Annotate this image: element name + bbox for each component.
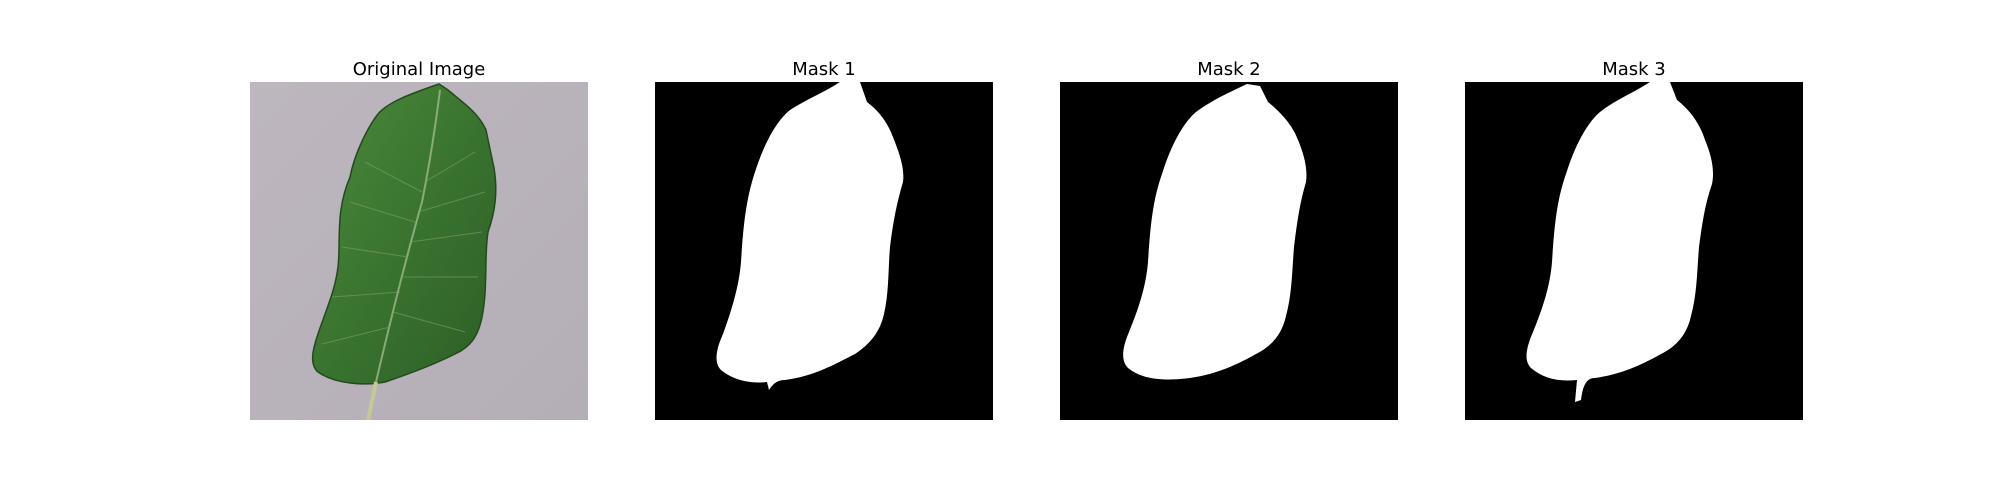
mask-leaf-region <box>1526 82 1714 402</box>
leaf-shape <box>311 83 497 385</box>
leaf-veins <box>321 151 486 345</box>
panel-title: Mask 2 <box>1197 59 1261 80</box>
panel-title: Mask 1 <box>792 59 856 80</box>
original-leaf-photo <box>250 82 588 420</box>
panel-mask-3: Mask 3 <box>1465 52 1803 420</box>
panel-mask-2: Mask 2 <box>1060 52 1398 420</box>
mask-leaf-region <box>1123 84 1307 380</box>
panel-mask-1: Mask 1 <box>655 52 993 420</box>
mask-3-image <box>1465 82 1803 420</box>
mask-1-image <box>655 82 993 420</box>
panel-title: Mask 3 <box>1602 59 1666 80</box>
leaf-midrib <box>375 89 441 383</box>
panel-original-image: Original Image <box>250 52 588 420</box>
leaf-stem <box>366 381 378 420</box>
mask-2-image <box>1060 82 1398 420</box>
panel-title: Original Image <box>352 59 486 80</box>
mask-leaf-region <box>716 82 904 390</box>
